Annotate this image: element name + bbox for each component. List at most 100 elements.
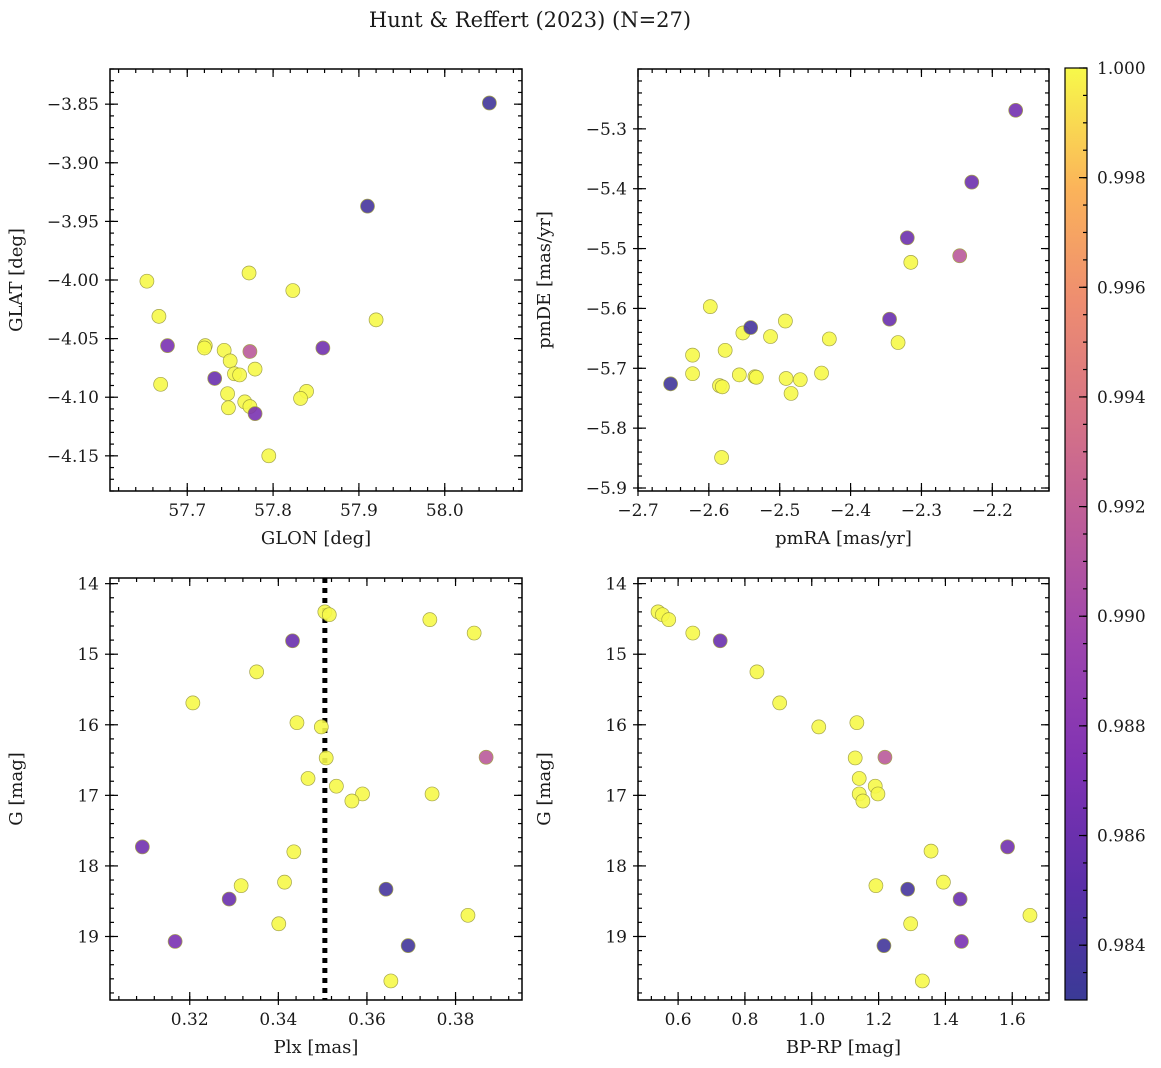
scatter-point (915, 973, 930, 989)
colorbar-tick-label: 1.000 (1097, 59, 1146, 79)
y-tick-label: −4.00 (47, 271, 99, 291)
x-axis-label: pmRA [mas/yr] (775, 528, 912, 549)
scatter-point (422, 612, 438, 627)
scatter-point (466, 625, 482, 641)
panel-bprp-g: 0.6 0.8 1.0 1.2 1.4 1.6 14 15 16 17 18 19 BP-RP [mag… (534, 575, 1050, 1058)
scatter-point (247, 406, 263, 421)
y-tick-label: 19 (77, 927, 99, 947)
scatter-point (876, 938, 892, 954)
x-tick-label: 0.8 (731, 1010, 758, 1030)
y-tick-label: 16 (605, 716, 627, 736)
x-tick-label: −2.6 (688, 501, 729, 521)
scatter-point (242, 344, 258, 359)
colorbar-tick-label: 0.984 (1097, 936, 1146, 956)
panel-pmra-pmde: −2.7 −2.6 −2.5 −2.4 −2.3 −2.2 −5.3 −5.4 −5.5 −5.6… (534, 68, 1050, 549)
scatter-point (271, 916, 287, 932)
y-tick-label: 17 (77, 786, 99, 806)
scatter-point (318, 750, 334, 766)
y-tick-label: −5.6 (586, 299, 627, 319)
scatter-point (783, 386, 799, 401)
figure-title: Hunt & Reffert (2023) (N=27) (369, 8, 691, 32)
scatter-point (482, 95, 497, 111)
x-tick-label: 1.2 (865, 1010, 892, 1030)
y-tick-label: −4.15 (47, 447, 99, 467)
y-tick-label: −5.4 (586, 180, 627, 200)
scatter-point (220, 386, 235, 402)
scatter-series (134, 604, 494, 989)
scatter-point (221, 891, 237, 907)
x-tick-label: −2.3 (901, 501, 942, 521)
x-tick-label: 0.32 (171, 1010, 209, 1030)
scatter-point (685, 625, 701, 641)
scatter-point (360, 198, 375, 214)
scatter-point (731, 367, 747, 383)
scatter-point (821, 331, 837, 347)
scatter-point (1000, 839, 1015, 855)
scatter-point (811, 719, 827, 735)
scatter-point (847, 750, 863, 766)
scatter-point (344, 793, 360, 809)
scatter-point (855, 793, 871, 809)
scatter-point (221, 400, 236, 416)
scatter-point (315, 340, 331, 356)
scatter-point (903, 254, 919, 270)
axes-frame (637, 68, 1050, 492)
scatter-point (134, 839, 150, 855)
y-tick-label: −5.7 (586, 359, 627, 379)
scatter-point (749, 664, 765, 680)
y-tick-label: −3.90 (47, 154, 99, 174)
x-axis-label: GLON [deg] (261, 528, 371, 549)
scatter-point (870, 786, 886, 802)
scatter-point (153, 376, 168, 392)
scatter-point (249, 664, 264, 680)
scatter-point (899, 230, 915, 246)
scatter-point (285, 283, 301, 298)
scatter-point (478, 749, 494, 765)
colorbar-tick-label: 0.986 (1097, 827, 1146, 847)
scatter-point (877, 749, 893, 765)
scatter-point (355, 786, 370, 802)
scatter-point (207, 371, 223, 386)
scatter-point (890, 335, 906, 350)
scatter-point (285, 633, 300, 649)
scatter-point (247, 361, 263, 377)
y-axis-label: GLAT [deg] (6, 228, 27, 332)
scatter-point (378, 881, 394, 897)
y-tick-label: −5.3 (586, 120, 627, 140)
scatter-point (952, 248, 968, 264)
scatter-point (222, 353, 238, 369)
scatter-point (923, 843, 939, 859)
scatter-series (650, 604, 1038, 989)
scatter-point (1008, 102, 1024, 118)
panel-plx-g: 0.32 0.34 0.36 0.38 14 15 16 17 18 19 Plx [mas] G [… (6, 575, 523, 1058)
x-axis-label: Plx [mas] (274, 1037, 359, 1058)
scatter-series (139, 95, 497, 464)
x-tick-label: 57.9 (340, 501, 378, 521)
scatter-point (714, 450, 729, 465)
scatter-point (383, 973, 399, 989)
scatter-point (313, 719, 329, 735)
scatter-series (663, 102, 1024, 465)
y-tick-label: 16 (77, 716, 99, 736)
axes-frame (109, 68, 523, 492)
colorbar-tick-label: 0.998 (1097, 169, 1146, 189)
scatter-point (778, 371, 794, 386)
scatter-point (663, 376, 678, 392)
scatter-point (903, 916, 919, 932)
scatter-point (197, 340, 212, 356)
scatter-point (882, 311, 897, 327)
scatter-point (685, 347, 700, 363)
scatter-point (714, 379, 730, 395)
y-tick-label: −3.95 (47, 212, 99, 232)
x-tick-label: 57.8 (254, 501, 292, 521)
x-tick-label: 57.7 (168, 501, 206, 521)
y-tick-label: −5.8 (586, 419, 627, 439)
y-tick-label: 15 (77, 645, 99, 665)
y-axis-label: G [mag] (534, 752, 555, 825)
y-axis-label: pmDE [mas/yr] (534, 211, 555, 349)
scatter-point (261, 448, 277, 464)
scatter-point (868, 878, 884, 894)
colorbar-tick-label: 0.996 (1097, 278, 1146, 298)
scatter-point (954, 934, 969, 949)
y-tick-label: −3.85 (47, 95, 99, 115)
